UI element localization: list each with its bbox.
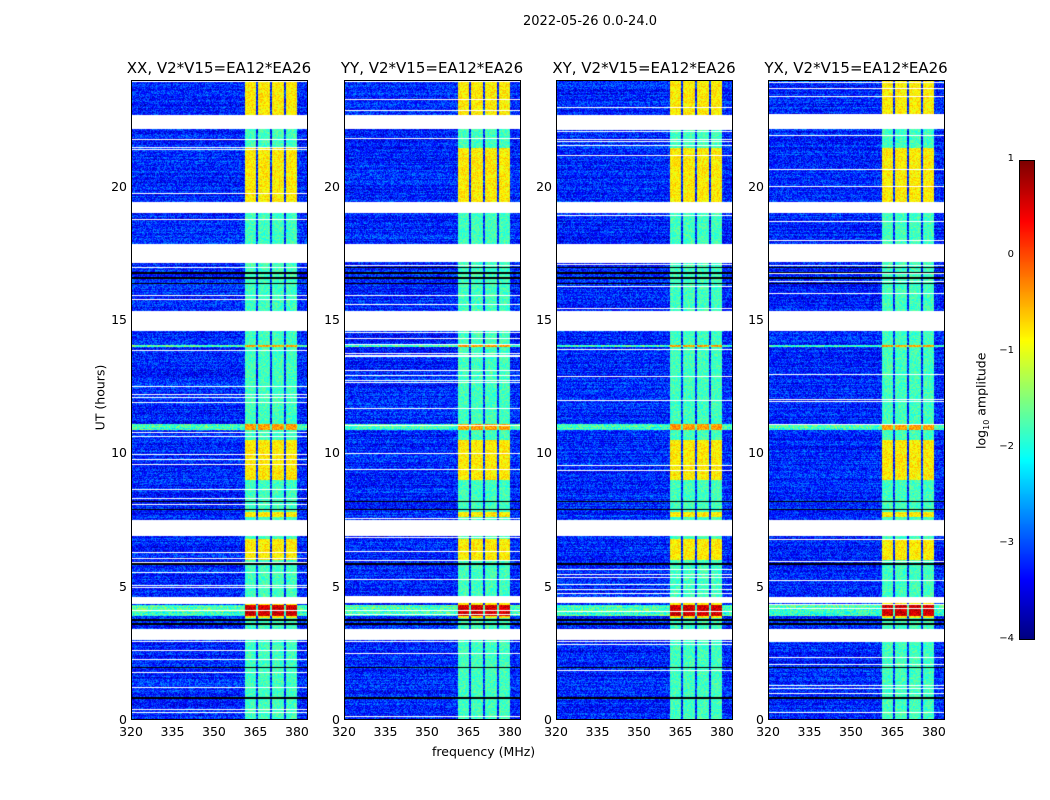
colorbar-tick-label: −3 [999,537,1014,548]
heatmap-panel [556,80,733,720]
panel-title: XY, V2*V15=EA12*EA26 [552,59,736,77]
panel-title: YX, V2*V15=EA12*EA26 [764,59,948,77]
x-tick-label: 320 [119,724,143,739]
heatmap-image [132,81,307,719]
x-tick-label: 335 [585,724,610,739]
x-tick-label: 335 [160,724,185,739]
colorbar-tick-label: −1 [999,345,1014,356]
panel-title: XX, V2*V15=EA12*EA26 [126,59,312,77]
y-tick-label: 10 [111,445,127,461]
panel-title: YY, V2*V15=EA12*EA26 [340,59,524,77]
y-axis-label: UT (hours) [92,364,108,431]
y-tick-label: 5 [756,578,764,594]
colorbar-tick-label: 1 [1007,153,1014,164]
y-tick-label: 10 [324,445,340,461]
y-tick-label: 10 [536,445,552,461]
y-tick-label: 5 [119,578,127,594]
x-tick-label: 380 [285,724,309,739]
y-tick-label: 0 [756,712,764,727]
y-tick-label: 15 [324,312,340,327]
figure-title: 2022-05-26 0.0-24.0 [523,14,657,29]
x-tick-label: 350 [415,724,439,739]
heatmap-panel [768,80,945,720]
y-tick-label: 20 [536,178,552,194]
y-tick-label: 5 [544,578,552,594]
x-tick-label: 350 [202,724,226,739]
heatmap-panel [131,80,308,720]
colorbar-tick-label: −4 [999,633,1014,644]
colorbar [1019,160,1035,640]
x-tick-label: 380 [498,724,522,739]
colorbar-label: log10 amplitude [973,352,991,449]
colorbar-tick-label: 0 [1007,249,1014,260]
y-tick-label: 10 [748,445,764,461]
y-tick-label: 0 [332,712,340,727]
heatmap-image [769,81,944,719]
x-tick-label: 320 [544,724,568,739]
x-tick-label: 365 [668,724,693,739]
y-tick-label: 15 [748,312,764,327]
y-tick-label: 5 [332,578,340,594]
x-tick-label: 380 [710,724,734,739]
x-tick-label: 320 [756,724,780,739]
x-tick-label: 365 [456,724,481,739]
y-tick-label: 20 [324,178,340,194]
x-axis-label: frequency (MHz) [432,744,536,759]
x-tick-label: 380 [922,724,946,739]
y-tick-label: 0 [119,712,127,727]
x-tick-label: 335 [373,724,398,739]
y-tick-label: 20 [748,178,764,194]
heatmap-panel [344,80,521,720]
x-tick-label: 365 [880,724,905,739]
x-tick-label: 335 [797,724,822,739]
x-tick-label: 350 [627,724,651,739]
x-tick-label: 365 [243,724,268,739]
x-tick-label: 350 [839,724,863,739]
y-tick-label: 20 [111,178,127,194]
heatmap-image [345,81,520,719]
colorbar-tick-label: −2 [999,441,1014,452]
x-tick-label: 320 [332,724,356,739]
y-tick-label: 0 [544,712,552,727]
y-tick-label: 15 [111,312,127,327]
y-tick-label: 15 [536,312,552,327]
heatmap-image [557,81,732,719]
